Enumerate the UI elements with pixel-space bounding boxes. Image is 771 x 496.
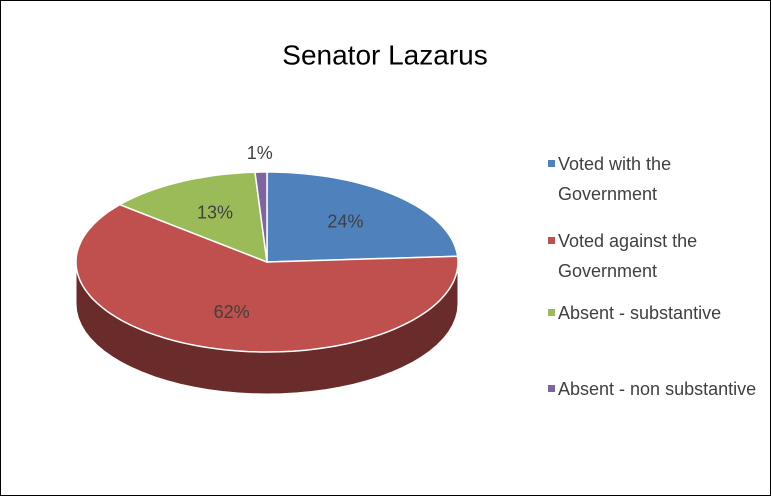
data-label: 24% — [327, 211, 363, 231]
legend-label: Voted with the Government — [558, 154, 672, 204]
pie-slice — [254, 171, 268, 263]
data-label: 1% — [247, 143, 273, 163]
legend-label: Voted against the Government — [558, 231, 698, 281]
legend-item: Absent - substantive — [548, 298, 758, 328]
legend-swatch — [548, 385, 555, 392]
legend-swatch — [548, 160, 555, 167]
pie-slice — [266, 171, 459, 263]
legend-label: Absent - substantive — [558, 303, 722, 323]
legend-swatch — [548, 309, 555, 316]
legend-swatch — [548, 237, 555, 244]
chart-title: Senator Lazarus — [282, 39, 487, 70]
data-label: 13% — [197, 203, 233, 223]
legend-item: Absent - non substantive — [548, 374, 758, 404]
pie-slice — [118, 171, 268, 264]
legend-item: Voted against the Government — [548, 226, 758, 286]
data-label: 62% — [214, 302, 250, 322]
legend-label: Absent - non substantive — [558, 379, 757, 399]
pie-slice — [75, 203, 459, 353]
legend-item: Voted with the Government — [548, 149, 758, 209]
